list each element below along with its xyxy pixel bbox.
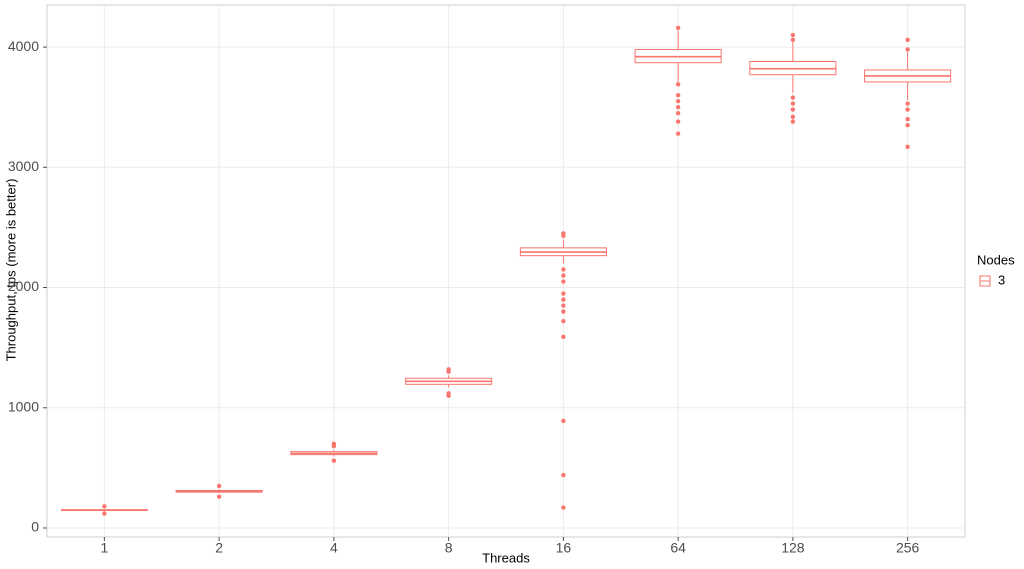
outlier <box>561 418 566 424</box>
outlier <box>331 441 337 447</box>
outlier <box>905 123 910 128</box>
x-tick-label: 16 <box>556 540 572 556</box>
outlier <box>790 119 796 124</box>
outlier <box>905 47 910 52</box>
outlier <box>905 101 910 106</box>
outlier <box>675 104 681 110</box>
outlier <box>216 483 222 489</box>
y-tick-label: 4000 <box>8 38 39 54</box>
outlier <box>561 334 566 340</box>
outlier <box>561 303 566 308</box>
outlier <box>561 273 566 278</box>
outlier <box>675 82 681 87</box>
x-tick-label: 8 <box>445 540 453 556</box>
outlier <box>675 92 681 98</box>
panel <box>46 4 966 538</box>
x-tick-label: 2 <box>215 540 223 556</box>
outlier <box>790 107 796 112</box>
outlier <box>561 279 566 284</box>
outlier <box>561 233 566 239</box>
outlier <box>905 107 910 112</box>
outlier <box>790 114 796 120</box>
outlier <box>561 297 566 302</box>
outlier <box>331 458 337 463</box>
y-axis-title: Throughput, tps (more is better) <box>3 179 18 362</box>
outlier <box>561 505 566 510</box>
outlier <box>102 504 107 509</box>
outlier <box>561 267 566 272</box>
y-tick-label: 3000 <box>8 158 39 174</box>
legend-label: 3 <box>998 272 1005 287</box>
outlier <box>561 291 566 296</box>
outlier <box>561 318 566 324</box>
outlier <box>790 32 796 38</box>
x-tick-label: 256 <box>896 540 920 556</box>
outlier <box>790 101 796 106</box>
outlier <box>905 117 910 122</box>
outlier <box>446 391 451 396</box>
x-tick-label: 128 <box>781 540 805 556</box>
x-tick-label: 64 <box>670 540 686 556</box>
y-tick-label: 1000 <box>8 398 39 414</box>
outlier <box>675 119 681 124</box>
outlier <box>675 111 681 116</box>
x-axis-title: Threads <box>482 550 530 565</box>
outlier <box>216 494 222 499</box>
outlier <box>561 472 566 478</box>
outlier <box>561 309 566 314</box>
outlier <box>790 95 796 100</box>
x-tick-label: 1 <box>100 540 108 556</box>
outlier <box>446 367 451 372</box>
outlier <box>675 98 681 104</box>
outlier <box>905 37 910 43</box>
outlier <box>102 511 107 516</box>
outlier <box>905 144 910 150</box>
outlier <box>790 37 796 43</box>
outlier <box>675 131 681 136</box>
x-tick-label: 4 <box>330 540 338 556</box>
y-tick-label: 0 <box>31 519 39 535</box>
y-tick-label: 2000 <box>8 278 39 294</box>
outlier <box>675 25 681 31</box>
legend-title: Nodes <box>977 252 1015 267</box>
